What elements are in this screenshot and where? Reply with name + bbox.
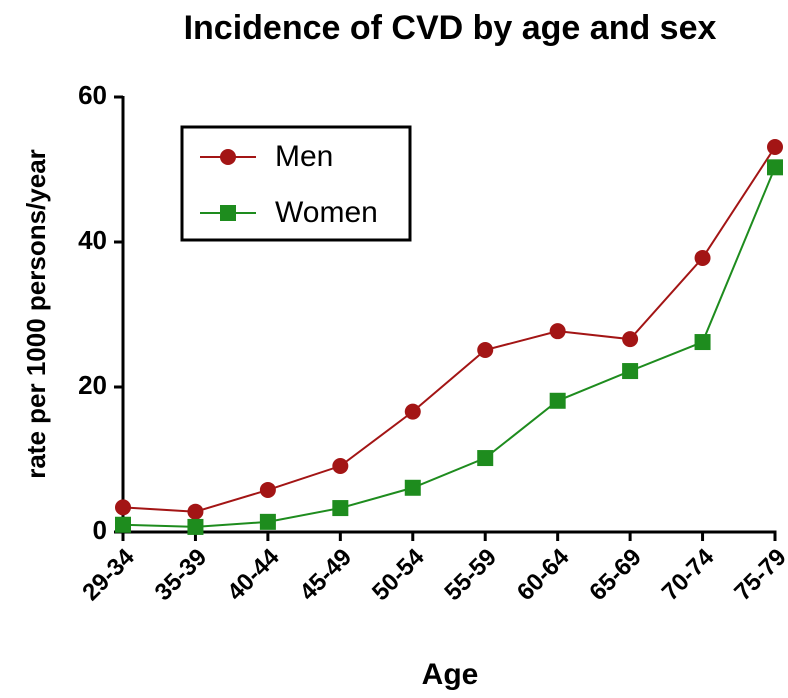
x-tick-label: 29-34 (77, 543, 140, 606)
x-tick-label: 60-64 (512, 543, 575, 606)
marker (622, 363, 639, 380)
legend-marker (220, 205, 236, 221)
legend-label: Women (275, 196, 378, 229)
marker (404, 403, 421, 420)
marker (767, 159, 783, 176)
marker (187, 518, 204, 535)
x-tick-label: 75-79 (729, 544, 788, 607)
marker (549, 392, 566, 409)
x-axis-label: Age (422, 658, 479, 691)
marker (332, 500, 349, 517)
marker (259, 513, 276, 530)
marker (477, 342, 494, 359)
series-line (122, 146, 776, 513)
marker (694, 334, 711, 351)
y-tick-label: 40 (78, 225, 107, 255)
marker (332, 458, 349, 475)
marker (115, 516, 131, 533)
marker (694, 249, 711, 266)
legend-marker (220, 149, 236, 165)
legend-label: Men (275, 140, 333, 173)
y-tick-label: 20 (78, 370, 107, 400)
marker (259, 481, 276, 498)
y-axis-label: rate per 1000 persons/year (21, 149, 51, 479)
y-tick-label: 60 (78, 80, 107, 110)
x-tick-label: 35-39 (150, 544, 213, 607)
marker (187, 503, 204, 520)
series-line (122, 166, 776, 528)
marker (477, 450, 494, 467)
legend-box (180, 125, 412, 242)
marker (622, 331, 639, 348)
x-tick-label: 40-44 (222, 543, 285, 606)
x-tick-label: 50-54 (367, 543, 430, 606)
marker (404, 479, 421, 496)
y-tick-label: 0 (93, 515, 107, 545)
x-tick-label: 55-59 (439, 544, 502, 607)
marker (115, 499, 131, 516)
x-tick-label: 45-49 (295, 544, 358, 607)
x-tick-label: 65-69 (584, 544, 647, 607)
chart-title: Incidence of CVD by age and sex (184, 9, 717, 47)
marker (549, 323, 566, 340)
x-tick-label: 70-74 (657, 543, 720, 606)
marker (767, 139, 783, 156)
